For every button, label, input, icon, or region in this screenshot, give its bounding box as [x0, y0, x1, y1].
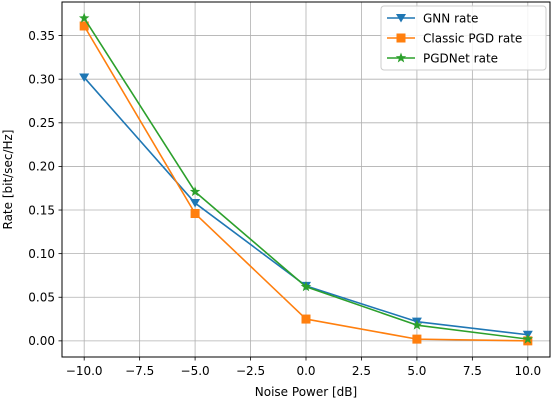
y-tick-label: 0.05	[28, 291, 55, 305]
legend-label: Classic PGD rate	[423, 31, 522, 45]
x-tick-label: −5.0	[181, 364, 210, 378]
x-tick-label: −10.0	[66, 364, 103, 378]
series-2	[78, 12, 534, 344]
data-point	[78, 12, 90, 23]
y-tick-label: 0.25	[28, 116, 55, 130]
data-point	[300, 281, 312, 292]
x-tick-label: −7.5	[125, 364, 154, 378]
x-tick-label: 5.0	[407, 364, 426, 378]
data-point	[301, 314, 311, 324]
y-axis-label: Rate [bit/sec/Hz]	[1, 130, 15, 230]
legend-item: PGDNet rate	[387, 51, 498, 65]
data-point	[79, 73, 90, 82]
x-tick-label: 2.5	[352, 364, 371, 378]
legend-marker	[395, 52, 407, 63]
data-point	[190, 209, 200, 219]
legend-item: Classic PGD rate	[387, 31, 522, 45]
legend-marker	[396, 14, 406, 23]
legend-box	[380, 5, 547, 71]
x-tick-label: 7.5	[463, 364, 482, 378]
x-tick-label: 0.0	[296, 364, 315, 378]
legend: GNN rate Classic PGD rate PGDNet rate	[380, 5, 547, 71]
y-tick-label: 0.30	[28, 72, 55, 86]
y-tick-label: 0.35	[28, 29, 55, 43]
data-point	[79, 21, 89, 31]
y-tick-label: 0.15	[28, 203, 55, 217]
legend-item: GNN rate	[387, 11, 478, 25]
axis-ticks: −10.0 −7.5 −5.0 −2.5 0.0 2.5 5.0 7.5 10.0 0.00 0.0…	[28, 29, 541, 378]
x-axis-label: Noise Power [dB]	[255, 385, 357, 399]
data-point	[189, 186, 201, 197]
y-tick-label: 0.10	[28, 247, 55, 261]
legend-label: GNN rate	[423, 11, 478, 25]
y-tick-label: 0.00	[28, 334, 55, 348]
x-tick-label: 10.0	[514, 364, 541, 378]
data-point	[522, 333, 534, 344]
data-point	[412, 334, 422, 344]
plot-series	[78, 12, 534, 346]
x-tick-label: −2.5	[236, 364, 265, 378]
legend-marker	[396, 33, 406, 43]
data-point	[411, 319, 423, 330]
legend-label: PGDNet rate	[423, 51, 498, 65]
y-tick-label: 0.20	[28, 160, 55, 174]
data-point	[190, 199, 201, 208]
